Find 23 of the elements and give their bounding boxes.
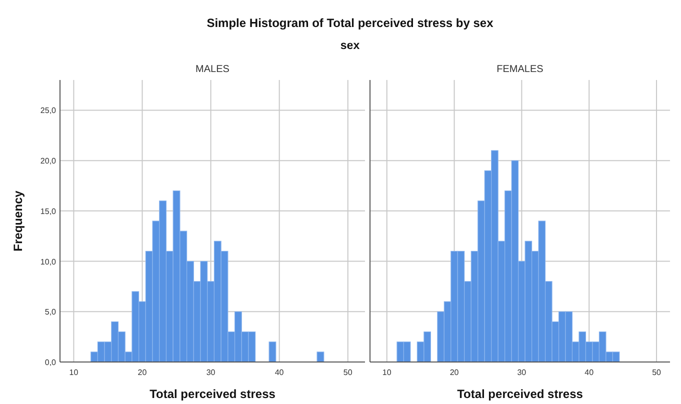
y-axis-title: Frequency <box>11 190 25 252</box>
y-tick-label: 5,0 <box>44 308 57 317</box>
text: Simple Histogram of Total perceived stress by sex <box>206 16 494 30</box>
x-tick-label: 50 <box>652 368 662 377</box>
x-tick-label: 30 <box>206 368 216 377</box>
x-tick-label: 20 <box>450 368 460 377</box>
y-tick-label: 10,0 <box>40 257 57 266</box>
chart-title: FEMALES <box>496 64 544 75</box>
chart-title: MALES <box>196 64 230 75</box>
x-axis-title: Total perceived stress <box>457 387 584 401</box>
x-tick-label: 40 <box>274 368 284 377</box>
y-tick-label: 0,0 <box>44 358 57 367</box>
text: sex <box>340 40 360 52</box>
x-tick-label: 10 <box>382 368 392 377</box>
x-tick-label: 10 <box>69 368 79 377</box>
y-tick-label: 25,0 <box>40 106 57 116</box>
y-tick-label: 15,0 <box>40 206 57 216</box>
x-tick-label: 50 <box>343 368 353 377</box>
x-tick-label: 40 <box>584 368 594 377</box>
x-tick-label: 20 <box>138 368 148 377</box>
y-tick-label: 20,0 <box>40 156 57 166</box>
x-axis-title: Total perceived stress <box>150 387 276 401</box>
x-tick-label: 30 <box>517 368 527 377</box>
